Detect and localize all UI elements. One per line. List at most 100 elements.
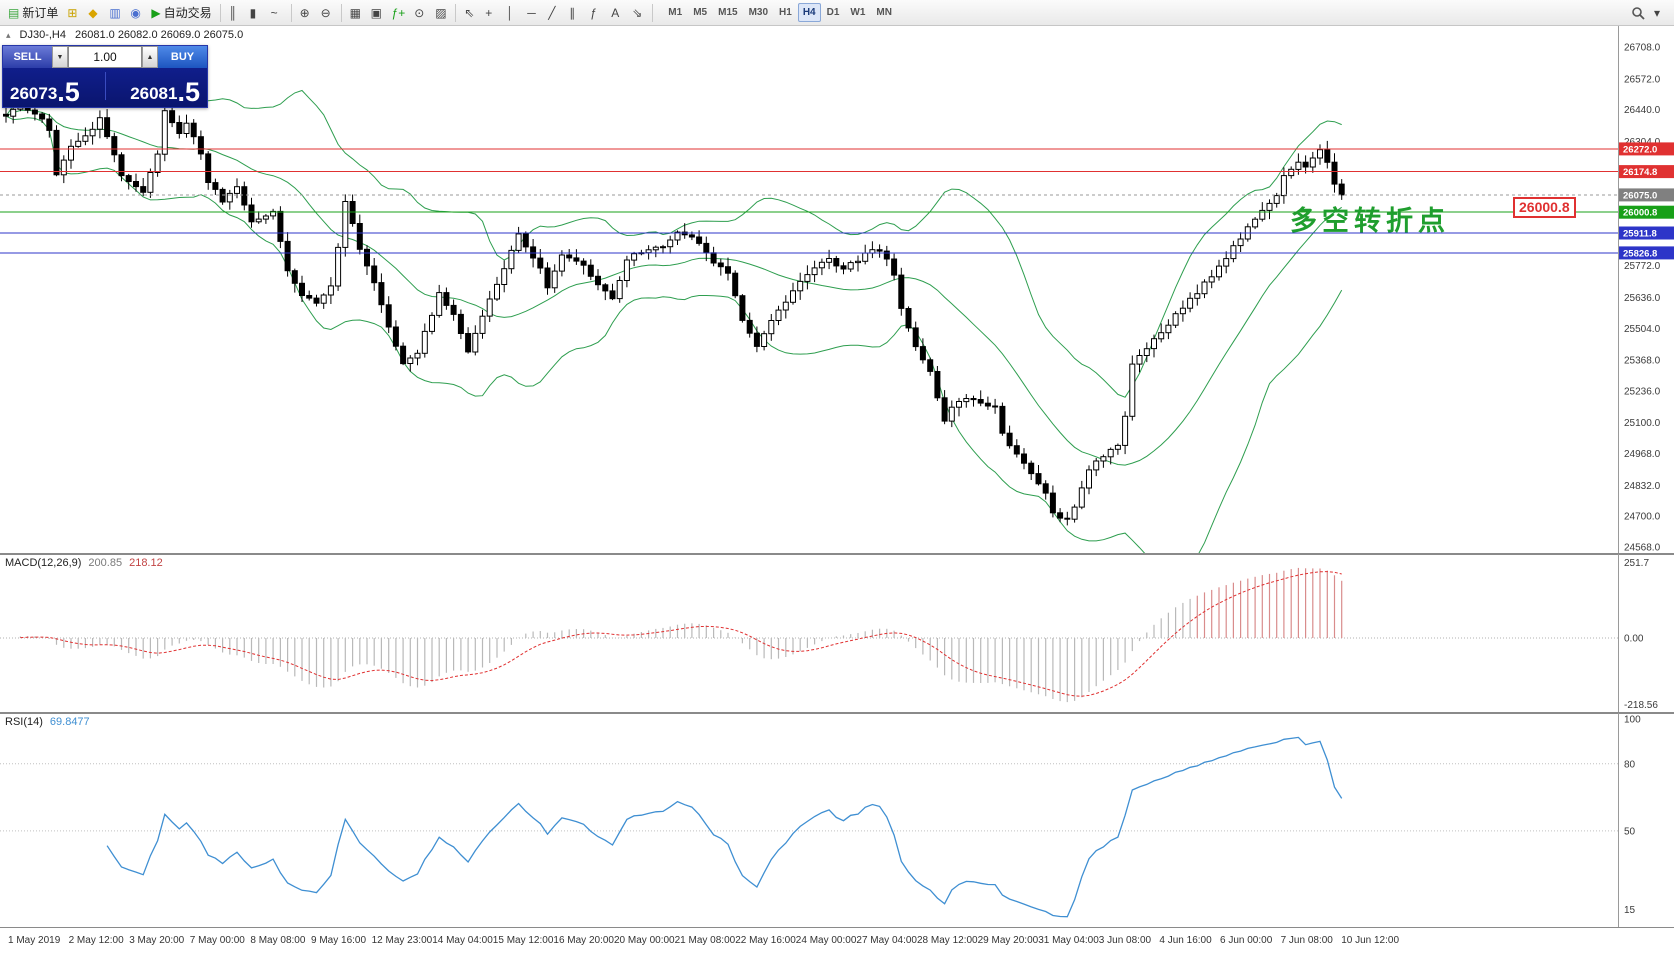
lot-decrease-button[interactable]: ▼	[52, 46, 68, 68]
time-axis-label: 29 May 20:00	[977, 935, 1039, 946]
rsi-name: RSI(14)	[5, 716, 43, 728]
cursor-button[interactable]: ⇖	[460, 3, 480, 23]
macd-label: MACD(12,26,9) 200.85 218.12	[5, 557, 163, 569]
crosshair-icon: +	[485, 5, 493, 20]
svg-text:26440.0: 26440.0	[1624, 105, 1661, 116]
rsi-chart-canvas[interactable]: 100 80 50 15	[0, 713, 1674, 927]
search-icon	[1632, 6, 1645, 20]
svg-text:100: 100	[1624, 715, 1641, 726]
autotrading-icon: ▶	[151, 5, 161, 20]
toolbar-overflow-button[interactable]: ▾	[1654, 5, 1661, 20]
collapse-panel-icon[interactable]: ▴	[6, 29, 11, 40]
svg-text:26304.0: 26304.0	[1624, 137, 1661, 148]
new-chart-icon: ⊞	[67, 5, 78, 20]
cascade-windows-icon: ▣	[370, 5, 382, 20]
autotrading-button[interactable]: ▶ 自动交易	[147, 3, 215, 23]
bar-chart-button[interactable]: ║	[225, 3, 245, 23]
svg-text:-218.56: -218.56	[1624, 700, 1658, 711]
buy-price-main: 26081	[130, 84, 178, 104]
time-axis-label: 22 May 16:00	[735, 935, 796, 946]
timeframe-h1[interactable]: H1	[779, 7, 792, 18]
timeframe-w1[interactable]: W1	[850, 7, 866, 18]
buy-button[interactable]: BUY	[158, 46, 207, 68]
symbol-period-label: DJ30-,H4	[19, 29, 66, 41]
search-button[interactable]	[1627, 3, 1649, 23]
market-watch-button[interactable]: ▥	[105, 3, 125, 23]
equidistant-channel-button[interactable]: ∥	[565, 3, 585, 23]
time-axis-label: 28 May 12:00	[917, 935, 978, 946]
profiles-button[interactable]: ◆	[84, 3, 104, 23]
macd-name: MACD(12,26,9)	[5, 557, 82, 569]
indicators-button[interactable]: ƒ+	[388, 3, 410, 23]
indicators-icon: ƒ+	[391, 5, 406, 20]
main-chart-pane[interactable]: 26708.0 26572.0 26440.0 26304.0 25772.0 25636…	[0, 26, 1674, 553]
time-axis-label: 10 Jun 12:00	[1341, 935, 1400, 946]
svg-text:26000.8: 26000.8	[1623, 208, 1657, 219]
horizontal-line-button[interactable]: ─	[523, 3, 543, 23]
tile-windows-button[interactable]: ▦	[346, 3, 366, 23]
text-icon: A	[611, 5, 620, 20]
text-button[interactable]: A	[607, 3, 627, 23]
toolbar: ▤ 新订单 ⊞ ◆ ▥ ◉ ▶ 自动交易 ║ ▮ ~ ⊕ ⊖ ▦ ▣ ƒ+ ⊙ ▨ ⇖ + │ ─ ╱ ∥ ƒ A ⇘ M1 M5 M15…	[0, 0, 1674, 26]
macd-chart-canvas[interactable]: 251.7 0.00 -218.56	[0, 554, 1674, 712]
toolbar-separator	[290, 3, 292, 22]
lot-size-input[interactable]	[68, 46, 142, 68]
chart-annotation-text: 多空转折点	[1290, 205, 1450, 236]
sell-price[interactable]: 26073 .5	[10, 78, 80, 105]
zoom-in-button[interactable]: ⊕	[296, 3, 316, 23]
one-click-trading-panel: SELL ▼ ▲ BUY 26073 .5 26081 .5	[2, 45, 208, 108]
timeframe-h4[interactable]: H4	[797, 3, 821, 22]
time-axis-label: 15 May 12:00	[492, 935, 554, 946]
sell-button[interactable]: SELL	[3, 46, 52, 68]
timeframe-d1[interactable]: D1	[826, 7, 840, 18]
equidistant-channel-icon: ∥	[569, 5, 576, 20]
new-order-icon: ▤	[8, 5, 20, 20]
vertical-line-button[interactable]: │	[502, 3, 522, 23]
svg-text:25100.0: 25100.0	[1624, 418, 1661, 429]
fibonacci-button[interactable]: ƒ	[586, 3, 606, 23]
arrows-icon: ⇘	[632, 5, 643, 20]
new-chart-button[interactable]: ⊞	[63, 3, 83, 23]
timeframe-m1[interactable]: M1	[668, 7, 683, 18]
svg-text:15: 15	[1624, 905, 1636, 916]
arrows-button[interactable]: ⇘	[628, 3, 648, 23]
time-axis-label: 2 May 12:00	[68, 935, 124, 946]
lot-increase-button[interactable]: ▲	[142, 46, 158, 68]
time-axis-label: 27 May 04:00	[856, 935, 917, 946]
svg-text:25911.8: 25911.8	[1623, 229, 1657, 240]
timeframe-m15[interactable]: M15	[718, 7, 738, 18]
time-axis-label: 3 Jun 08:00	[1098, 935, 1152, 946]
time-axis-label: 21 May 08:00	[674, 935, 736, 946]
macd-pane[interactable]: 251.7 0.00 -218.56 MACD(12,26,9) 200.85 21…	[0, 553, 1674, 712]
time-axis-label: 24 May 00:00	[795, 935, 857, 946]
buy-price[interactable]: 26081 .5	[130, 78, 200, 105]
fibonacci-icon: ƒ	[590, 5, 597, 20]
line-chart-button[interactable]: ~	[267, 3, 287, 23]
rsi-pane[interactable]: 100 80 50 15 RSI(14) 69.8477	[0, 712, 1674, 927]
price-callout-label[interactable]: 26000.8	[1513, 197, 1576, 219]
trendline-button[interactable]: ╱	[544, 3, 564, 23]
svg-text:25826.8: 25826.8	[1623, 248, 1657, 259]
timeframe-m5[interactable]: M5	[693, 7, 708, 18]
candlestick-chart-button[interactable]: ▮	[246, 3, 266, 23]
trendline-icon: ╱	[548, 5, 556, 20]
time-axis[interactable]: 1 May 2019 2 May 12:00 3 May 20:00 7 May 00…	[0, 927, 1674, 953]
cascade-windows-button[interactable]: ▣	[367, 3, 387, 23]
periods-icon: ⊙	[414, 5, 425, 20]
svg-text:26174.8: 26174.8	[1623, 167, 1657, 178]
chart-ohlc-info: ▴ DJ30-,H4 26081.0 26082.0 26069.0 26075…	[6, 29, 243, 41]
templates-button[interactable]: ▨	[431, 3, 451, 23]
new-order-button[interactable]: ▤ 新订单	[4, 3, 62, 23]
crosshair-button[interactable]: +	[481, 3, 501, 23]
periods-button[interactable]: ⊙	[410, 3, 430, 23]
timeframe-m30[interactable]: M30	[748, 7, 769, 18]
svg-text:26272.0: 26272.0	[1623, 144, 1657, 155]
data-window-button[interactable]: ◉	[126, 3, 146, 23]
time-axis-label: 14 May 04:00	[432, 935, 493, 946]
zoom-out-button[interactable]: ⊖	[317, 3, 337, 23]
price-chart-canvas[interactable]: 26708.0 26572.0 26440.0 26304.0 25772.0 25636…	[0, 26, 1674, 553]
time-axis-label: 4 Jun 16:00	[1159, 935, 1212, 946]
macd-main-value: 200.85	[88, 557, 123, 569]
timeframe-mn[interactable]: MN	[876, 7, 892, 18]
horizontal-line-icon: ─	[527, 5, 536, 20]
